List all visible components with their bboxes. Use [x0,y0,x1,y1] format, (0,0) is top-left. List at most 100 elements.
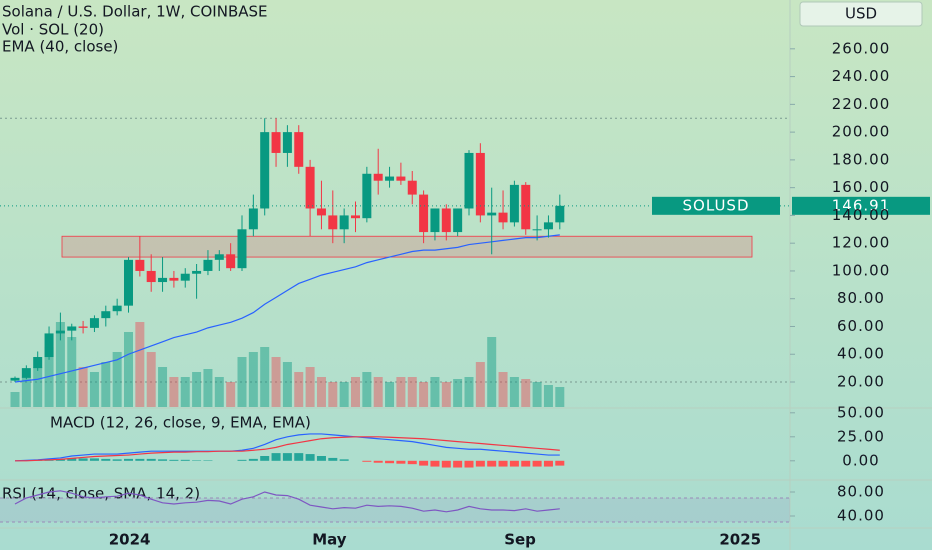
candle-body [555,205,565,223]
volume-bar [124,332,133,407]
y-tick-label: 260.00 [832,39,891,57]
histogram-bar [146,458,156,461]
histogram-bar [271,453,281,461]
y-tick-label: 60.00 [837,317,885,335]
candle-body [271,132,281,153]
volume-bar [180,377,190,407]
volume-bar [237,357,247,407]
histogram-bar [339,459,349,461]
macd-title: MACD (12, 26, close, 9, EMA, EMA) [50,414,311,432]
volume-bar [316,377,326,407]
candle-body [214,254,224,260]
candle-body [146,270,156,283]
volume-bar [509,377,519,407]
histogram-bar [475,460,485,467]
candle-body [78,326,88,328]
volume-bar [248,352,258,407]
y-tick-label: 140.00 [832,206,891,224]
histogram-bar [237,459,247,461]
volume-bar [407,377,417,407]
y-tick-label: 25.00 [837,427,885,445]
candle-body [396,176,406,181]
histogram-bar [464,460,474,468]
ema-line [14,234,560,383]
candle-body [441,208,451,233]
volume-bar [396,377,406,407]
candle-body [385,176,395,181]
candle-body [509,184,519,223]
histogram-bar [305,454,315,461]
candle-body [282,132,292,153]
histogram-bar [521,460,531,467]
volume-bar [532,382,542,407]
symbol-tag [652,196,780,215]
y-tick-label: 40.00 [837,345,885,363]
candle-body [316,208,326,216]
histogram-bar [555,460,565,466]
symbol-label: SOLUSD [683,196,750,214]
candle-body [362,173,372,219]
candle-body [237,229,247,269]
candle-body [464,152,474,209]
candle-body [260,132,270,209]
histogram-bar [112,459,122,461]
histogram-bar [509,460,519,467]
volume-bar [158,367,168,407]
candle-body [305,166,315,209]
volume-bar [10,392,20,407]
candle-body [351,215,360,219]
volume-bar [487,337,497,407]
candle-body [453,208,463,233]
histogram-bar [67,458,77,461]
candle-body [373,173,383,181]
candle-body [44,333,54,358]
histogram-bar [316,456,326,461]
histogram-bar [135,458,145,461]
candle-body [124,259,133,306]
currency-button[interactable] [799,1,923,27]
candle-body [112,305,122,312]
chart-title: Solana / U.S. Dollar, 1W, COINBASE [2,3,268,21]
candle-body [55,330,65,334]
candle-body [419,194,429,233]
histogram-bar [543,460,553,467]
histogram-bar [328,457,338,461]
histogram-bar [158,459,168,461]
currency-label[interactable]: USD [845,5,877,23]
histogram-bar [180,459,190,461]
y-tick-label: 120.00 [832,234,891,252]
histogram-bar [407,460,417,465]
signal-line [15,436,560,462]
volume-bar [385,382,395,407]
volume-bar [214,377,224,407]
macd-line [14,433,560,462]
volume-bar [101,362,111,407]
histogram-bar [78,458,88,461]
volume-bar [498,372,508,407]
volume-bar [169,377,179,407]
y-tick-label: 80.00 [837,483,885,501]
candle-body [101,311,111,319]
volume-bar [282,362,292,407]
volume-bar [475,362,485,407]
candle-body [532,229,542,231]
volume-bar [305,367,315,407]
y-tick-label: 180.00 [832,150,891,168]
x-tick-label: 2025 [719,531,761,549]
candle-body [328,215,338,230]
candle-body [226,254,236,269]
volume-bar [146,352,156,407]
volume-bar [521,379,531,407]
volume-bar [21,377,31,407]
volume-bar [203,369,213,407]
support-zone [61,235,753,258]
x-tick-label: 2024 [109,531,151,549]
candle-body [192,270,202,274]
candle-body [407,180,417,195]
histogram-bar [101,458,111,461]
volume-bar [135,322,145,407]
histogram-bar [169,459,179,461]
volume-bar [351,377,360,407]
volume-bar [543,385,553,407]
